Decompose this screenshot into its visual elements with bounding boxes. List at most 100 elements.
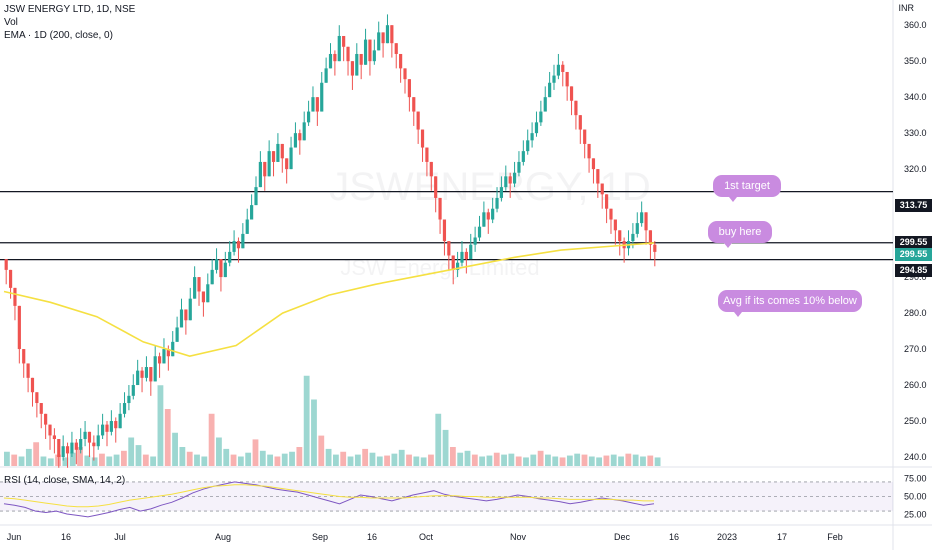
symbol-legend[interactable]: JSW ENERGY LTD, 1D, NSE <box>4 4 136 15</box>
volume-bar <box>267 454 274 466</box>
price-tick-label: 330.0 <box>904 128 927 138</box>
ema-legend[interactable]: EMA · 1D (200, close, 0) <box>4 30 113 41</box>
ema-line <box>3 242 655 358</box>
candle-body <box>140 370 144 378</box>
candle-body <box>635 223 639 234</box>
candle-body <box>236 241 241 249</box>
volume-bar <box>398 449 405 466</box>
volume-bar <box>537 450 544 466</box>
candle-body <box>52 435 56 440</box>
volume-bar <box>135 445 142 466</box>
candle-body <box>526 140 530 152</box>
candle-body <box>372 50 376 62</box>
volume-bar <box>216 437 222 466</box>
candle-body <box>96 435 100 447</box>
candle-body <box>17 305 21 350</box>
annotation-tail <box>729 197 737 202</box>
price-tick-label: 250.0 <box>904 416 927 426</box>
candle-body <box>254 187 258 206</box>
candle-body <box>583 129 587 144</box>
candle-body <box>302 122 306 141</box>
volume-bar <box>25 448 32 466</box>
volume-bar <box>413 456 420 466</box>
volume-bar <box>259 450 266 466</box>
candle-body <box>79 439 83 450</box>
candle-body <box>460 251 464 263</box>
candle-body <box>495 197 499 209</box>
candle-body <box>162 349 166 364</box>
candle-body <box>600 183 604 195</box>
candle-body <box>228 251 232 263</box>
volume-bar <box>318 435 325 466</box>
candle-body <box>548 82 552 98</box>
candle-body <box>512 172 517 184</box>
candle-body <box>276 143 280 162</box>
volume-legend[interactable]: Vol <box>4 17 18 28</box>
candle-body <box>188 298 192 321</box>
candle-body <box>149 367 153 382</box>
volume-bar <box>420 457 427 466</box>
volume-bar <box>62 457 69 466</box>
annotation-1st-target[interactable]: 1st target <box>713 175 781 202</box>
candle-body <box>412 97 416 112</box>
candle-body <box>477 226 482 238</box>
volume-bar <box>588 456 595 466</box>
candle-body <box>552 75 556 83</box>
candle-body <box>306 111 311 123</box>
candle-body <box>280 143 284 159</box>
candle-body <box>271 151 276 162</box>
volume-bar <box>442 429 449 466</box>
candle-body <box>184 309 188 321</box>
candle-body <box>530 133 534 141</box>
candle-body <box>504 176 508 188</box>
candle-body <box>144 367 149 378</box>
annotation-text: Avg if its comes 10% below <box>723 295 857 307</box>
candle-body <box>403 68 407 80</box>
price-tick-label: 280.0 <box>904 308 927 318</box>
candle-body <box>574 100 578 116</box>
volume-bar <box>625 453 632 466</box>
candle-body <box>543 97 547 112</box>
volume-bar <box>493 452 500 466</box>
candle-body <box>74 442 78 450</box>
rsi-legend[interactable]: RSI (14, close, SMA, 14, 2) <box>4 475 126 486</box>
candle-body <box>263 161 267 177</box>
volume-bar <box>230 454 237 466</box>
candle-body <box>250 205 254 220</box>
candle-body <box>442 219 447 242</box>
candle-body <box>153 356 157 382</box>
candle-body <box>285 158 289 170</box>
price-tick-label: 360.0 <box>904 20 927 30</box>
volume-bar <box>201 456 208 466</box>
candle-body <box>30 377 35 393</box>
volume-bar <box>354 454 361 466</box>
candle-body <box>491 208 495 220</box>
volume-bar <box>33 442 40 466</box>
candle-body <box>175 327 179 342</box>
volume-bar <box>515 456 522 466</box>
volume-bar <box>186 451 193 466</box>
volume-bar <box>4 451 10 466</box>
candle-body <box>311 97 315 112</box>
time-tick-label: Nov <box>510 532 527 542</box>
rsi-tick-label: 50.00 <box>904 492 927 502</box>
volume-bar <box>508 453 515 466</box>
volume-bar <box>479 456 486 466</box>
candle-body <box>223 262 227 278</box>
volume-bar <box>457 452 464 466</box>
annotation-avg-below[interactable]: Avg if its comes 10% below <box>718 290 862 317</box>
volume-bar <box>274 456 281 466</box>
candle-body <box>214 259 219 270</box>
candle-body <box>420 129 425 148</box>
candle-body <box>210 269 214 285</box>
volume-bar <box>640 456 646 466</box>
candle-body <box>8 269 13 288</box>
volume-bar <box>647 455 654 466</box>
volume-bar <box>384 455 390 466</box>
volume-bar <box>501 454 507 466</box>
volume-bar <box>303 375 310 466</box>
volume-bar <box>164 409 171 466</box>
annotation-buy-here[interactable]: buy here <box>708 221 772 248</box>
candle-body <box>315 97 319 112</box>
